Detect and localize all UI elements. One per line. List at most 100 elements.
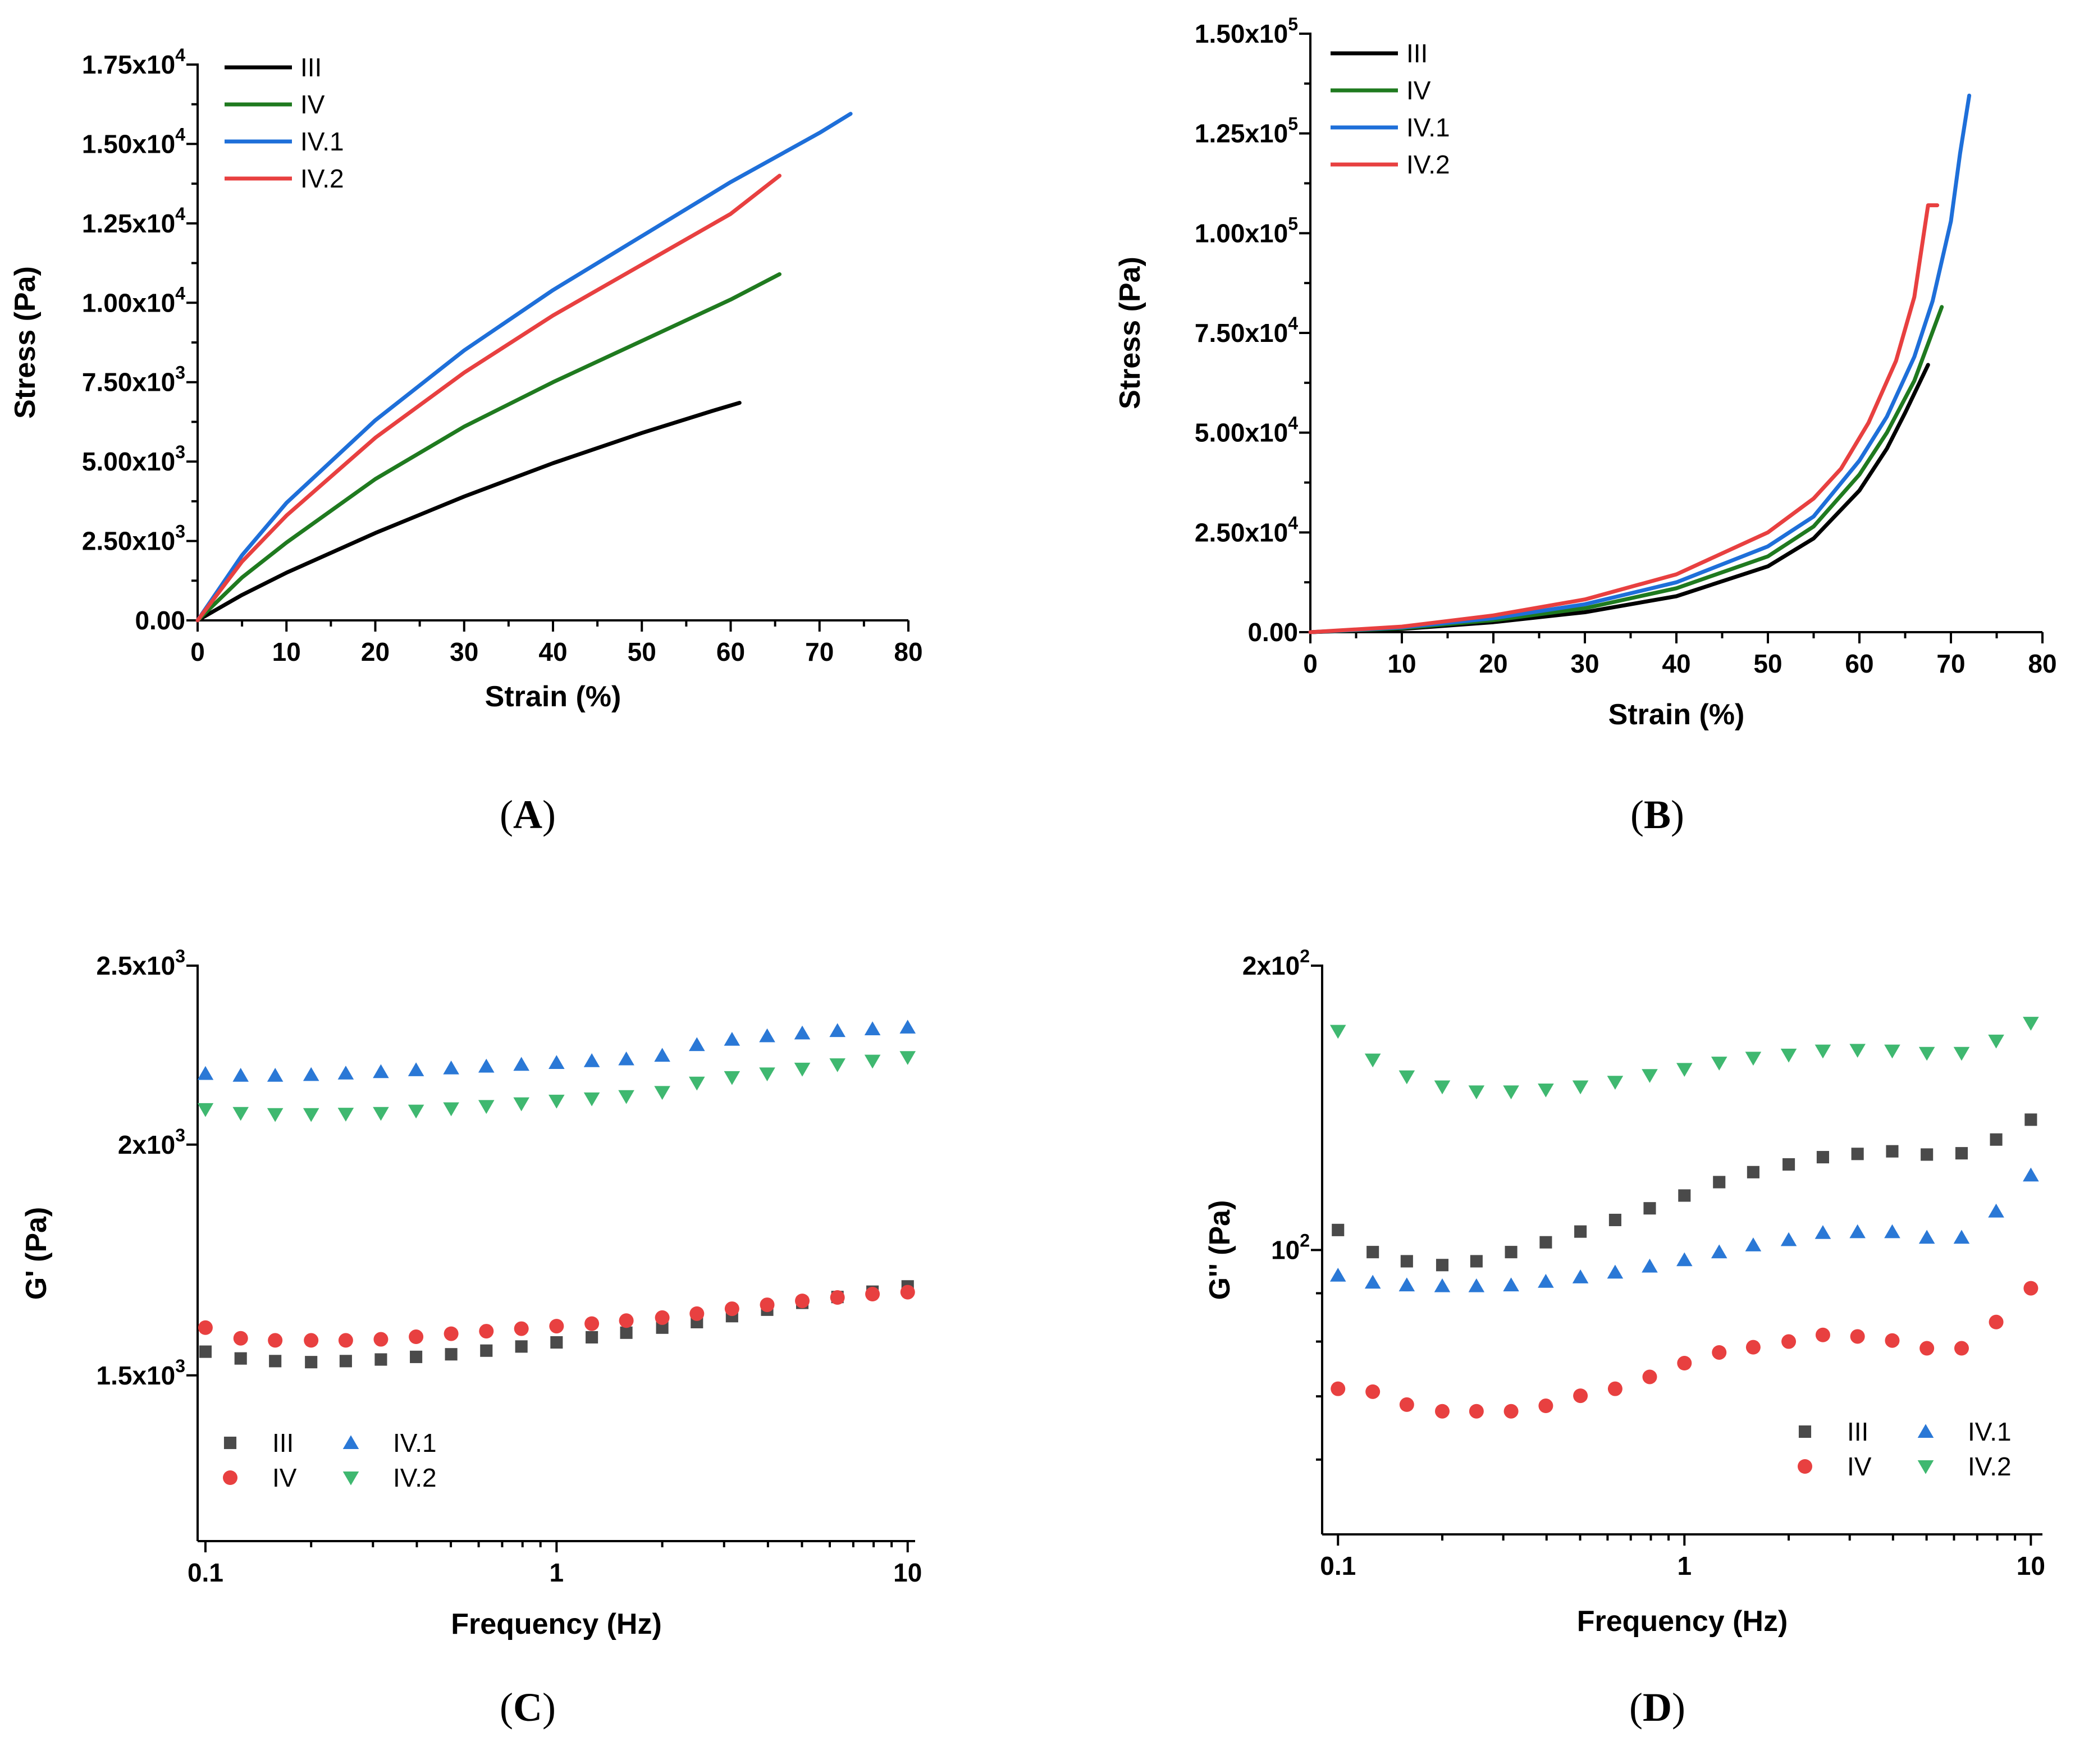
point-iii xyxy=(1713,1176,1726,1189)
point-iv-2 xyxy=(1918,1046,1935,1061)
series-line-iii xyxy=(1308,363,1930,634)
x-tick-label: 80 xyxy=(2028,649,2056,678)
point-iv-2 xyxy=(899,1051,916,1065)
point-iv-1 xyxy=(899,1020,916,1034)
x-tick-label: 60 xyxy=(716,637,745,666)
x-tick-label: 1 xyxy=(550,1558,564,1587)
point-iv-2 xyxy=(1572,1080,1589,1095)
point-iii xyxy=(550,1336,563,1349)
point-iv-1 xyxy=(373,1064,389,1078)
point-iv xyxy=(233,1331,248,1346)
point-iv-1 xyxy=(618,1051,634,1066)
point-iv-2 xyxy=(829,1058,845,1072)
point-iv xyxy=(514,1321,529,1336)
point-iv xyxy=(1954,1341,1969,1356)
point-iv-2 xyxy=(373,1107,389,1121)
legend-label-iv-1: IV.1 xyxy=(1968,1417,2012,1446)
x-axis-title: Strain (%) xyxy=(1608,698,1745,731)
point-iv-2 xyxy=(1815,1044,1831,1059)
x-axis-title: Frequency (Hz) xyxy=(451,1608,662,1640)
point-iii xyxy=(1366,1246,1379,1259)
point-iii xyxy=(1747,1166,1759,1178)
legend-label-iii: III xyxy=(272,1428,294,1457)
point-iv xyxy=(724,1301,739,1317)
legend-marker-iii xyxy=(1798,1425,1812,1438)
point-iv xyxy=(1677,1356,1692,1370)
point-iv xyxy=(444,1326,459,1341)
point-iv-1 xyxy=(1953,1230,1970,1244)
point-iv xyxy=(409,1329,424,1345)
point-iv-1 xyxy=(1329,1268,1346,1282)
legend-label-iv-2: IV.2 xyxy=(1406,150,1450,179)
point-iv xyxy=(830,1290,845,1305)
y-tick-label: 1.50x104 xyxy=(82,124,185,158)
y-tick-label: 2.5x103 xyxy=(97,946,186,980)
point-iv xyxy=(1919,1341,1935,1356)
point-iii xyxy=(269,1355,282,1368)
y-tick-label: 1.25x105 xyxy=(1195,114,1298,148)
point-iii xyxy=(1436,1259,1449,1272)
y-tick-label: 7.50x104 xyxy=(1195,313,1298,348)
point-iii xyxy=(445,1348,458,1361)
point-iv xyxy=(2023,1281,2039,1296)
x-tick-label: 10 xyxy=(2017,1551,2045,1580)
point-iv-2 xyxy=(267,1108,284,1122)
point-iv-2 xyxy=(1676,1063,1693,1077)
legend-label-iii: III xyxy=(300,53,322,82)
point-iv-1 xyxy=(1364,1274,1381,1289)
point-iv xyxy=(1850,1329,1865,1344)
point-iv-1 xyxy=(1780,1232,1797,1246)
point-iv xyxy=(1331,1381,1346,1396)
point-iv xyxy=(1538,1399,1553,1414)
point-iv xyxy=(1989,1314,2004,1329)
point-iv-1 xyxy=(1884,1224,1900,1239)
y-tick-label: 2.50x104 xyxy=(1195,513,1298,547)
x-tick-label: 0.1 xyxy=(1320,1551,1356,1580)
legend-label-iv-2: IV.2 xyxy=(1968,1452,2012,1481)
point-iv-1 xyxy=(303,1067,319,1081)
point-iv-1 xyxy=(654,1048,670,1062)
series-line-iv-2 xyxy=(195,173,781,623)
point-iv-1 xyxy=(864,1021,881,1035)
point-iv-2 xyxy=(688,1076,705,1091)
point-iv-1 xyxy=(1745,1237,1762,1251)
point-iv-2 xyxy=(654,1086,670,1100)
point-iii xyxy=(1608,1213,1621,1227)
point-iv-2 xyxy=(1988,1034,2004,1049)
series-line-iii xyxy=(195,401,742,623)
point-iv xyxy=(549,1319,564,1334)
point-iv-1 xyxy=(1572,1269,1589,1283)
point-iii xyxy=(515,1340,528,1353)
point-iv-1 xyxy=(794,1025,811,1040)
y-tick-label: 1.5x103 xyxy=(97,1356,186,1390)
panel-caption: (B) xyxy=(1630,792,1684,837)
x-tick-label: 50 xyxy=(628,637,656,666)
x-tick-label: 0 xyxy=(190,637,205,666)
point-iv-1 xyxy=(1849,1224,1866,1239)
y-tick-label: 0.00 xyxy=(1247,618,1298,647)
chart-d-loss-modulus: 0.1 1 10 102 2x102 Frequency (Hz) G'' (Pa) III I… xyxy=(1204,946,2045,1730)
point-iv xyxy=(1399,1397,1414,1412)
x-axis-title: Frequency (Hz) xyxy=(1577,1605,1788,1638)
point-iv xyxy=(760,1297,775,1313)
y-tick-label: 2x103 xyxy=(118,1125,185,1159)
x-tick-label: 20 xyxy=(1479,649,1507,678)
point-iv xyxy=(198,1320,213,1335)
point-iv-1 xyxy=(829,1023,845,1038)
point-iv-2 xyxy=(724,1071,741,1085)
point-iv-2 xyxy=(1398,1070,1415,1085)
point-iv xyxy=(1573,1388,1588,1404)
point-iii xyxy=(1921,1148,1934,1161)
point-iv-1 xyxy=(759,1028,775,1043)
point-iii xyxy=(1470,1255,1483,1268)
y-tick-label: 7.50x103 xyxy=(82,363,185,397)
legend-marker-iv-1 xyxy=(1917,1424,1934,1438)
y-tick-label: 0.00 xyxy=(135,606,185,635)
legend-label-iv-1: IV.1 xyxy=(300,127,344,156)
point-iv xyxy=(1642,1369,1657,1384)
legend-marker-iv xyxy=(223,1470,237,1485)
point-iv-2 xyxy=(1745,1052,1762,1066)
point-iv-1 xyxy=(549,1055,565,1069)
point-iv xyxy=(1434,1404,1450,1419)
